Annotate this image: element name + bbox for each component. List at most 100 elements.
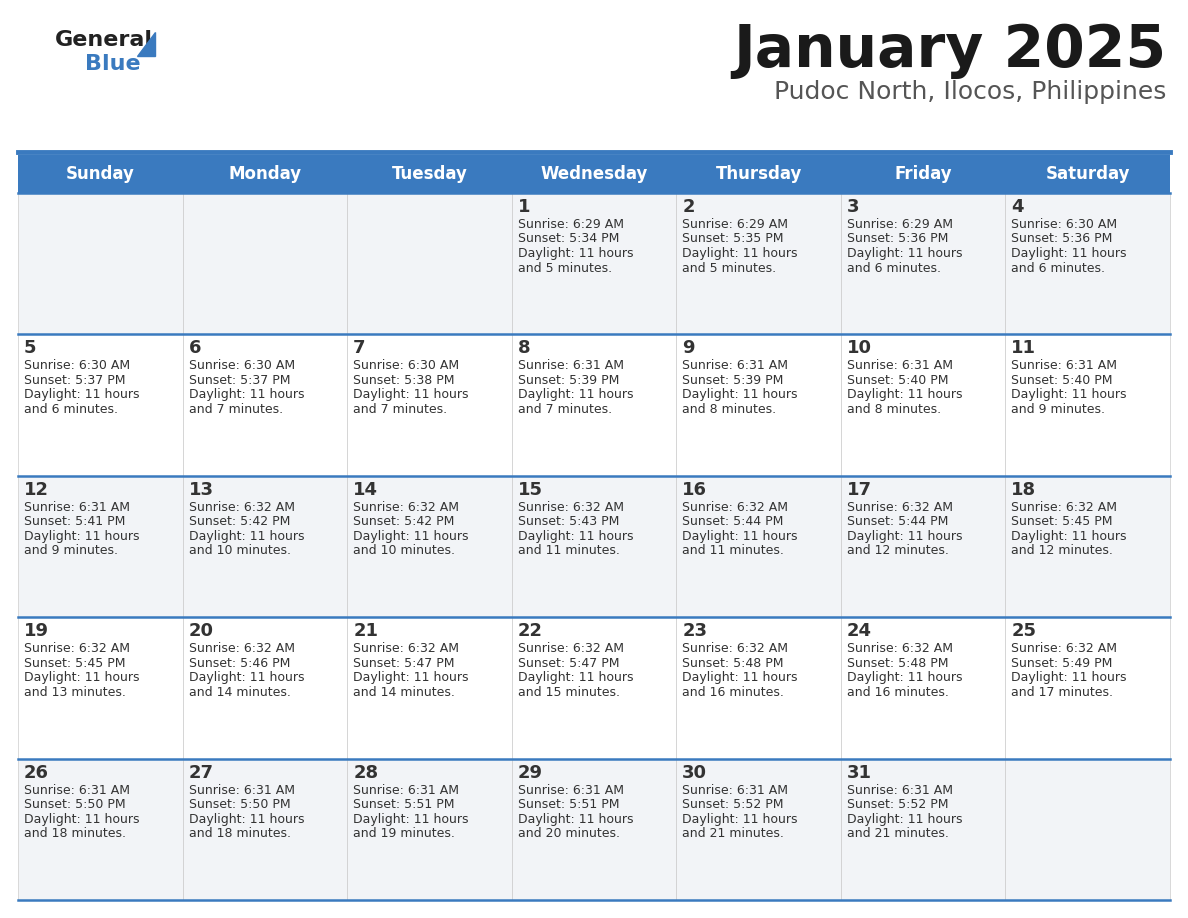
Bar [183, 193, 347, 334]
Text: Blue: Blue [86, 54, 140, 74]
Text: 21: 21 [353, 622, 378, 640]
Text: Sunrise: 6:32 AM: Sunrise: 6:32 AM [518, 501, 624, 514]
Text: 24: 24 [847, 622, 872, 640]
Text: Daylight: 11 hours: Daylight: 11 hours [353, 812, 468, 825]
Text: and 5 minutes.: and 5 minutes. [682, 262, 777, 274]
Text: Pudoc North, Ilocos, Philippines: Pudoc North, Ilocos, Philippines [773, 80, 1165, 104]
Bar [512, 758, 676, 900]
Text: 17: 17 [847, 481, 872, 498]
Text: Sunset: 5:44 PM: Sunset: 5:44 PM [682, 515, 784, 528]
Text: Sunrise: 6:29 AM: Sunrise: 6:29 AM [682, 218, 789, 231]
Text: Daylight: 11 hours: Daylight: 11 hours [847, 247, 962, 260]
Text: Sunrise: 6:31 AM: Sunrise: 6:31 AM [353, 784, 459, 797]
Text: and 8 minutes.: and 8 minutes. [847, 403, 941, 416]
Bar [183, 334, 347, 476]
Text: Daylight: 11 hours: Daylight: 11 hours [189, 812, 304, 825]
Text: Sunrise: 6:31 AM: Sunrise: 6:31 AM [682, 360, 789, 373]
Text: Sunrise: 6:32 AM: Sunrise: 6:32 AM [518, 643, 624, 655]
Text: Wednesday: Wednesday [541, 165, 647, 183]
Text: Daylight: 11 hours: Daylight: 11 hours [682, 530, 798, 543]
Bar [676, 476, 841, 617]
Text: and 7 minutes.: and 7 minutes. [353, 403, 447, 416]
Text: Daylight: 11 hours: Daylight: 11 hours [189, 530, 304, 543]
Text: Sunset: 5:52 PM: Sunset: 5:52 PM [682, 798, 784, 812]
Text: Daylight: 11 hours: Daylight: 11 hours [682, 388, 798, 401]
Bar [18, 476, 183, 617]
Text: Sunrise: 6:32 AM: Sunrise: 6:32 AM [1011, 501, 1118, 514]
Bar [18, 334, 183, 476]
Text: Sunrise: 6:32 AM: Sunrise: 6:32 AM [189, 501, 295, 514]
Text: and 10 minutes.: and 10 minutes. [189, 544, 291, 557]
Text: Sunrise: 6:30 AM: Sunrise: 6:30 AM [189, 360, 295, 373]
Bar [183, 155, 347, 193]
Bar [841, 155, 1005, 193]
Text: Sunrise: 6:30 AM: Sunrise: 6:30 AM [1011, 218, 1118, 231]
Text: Daylight: 11 hours: Daylight: 11 hours [353, 388, 468, 401]
Text: Daylight: 11 hours: Daylight: 11 hours [682, 812, 798, 825]
Text: Sunday: Sunday [65, 165, 134, 183]
Bar [183, 617, 347, 758]
Text: Sunset: 5:45 PM: Sunset: 5:45 PM [24, 656, 126, 670]
Bar [183, 476, 347, 617]
Text: 13: 13 [189, 481, 214, 498]
Text: Sunset: 5:40 PM: Sunset: 5:40 PM [1011, 374, 1113, 386]
Text: Sunrise: 6:31 AM: Sunrise: 6:31 AM [24, 784, 129, 797]
Bar [512, 155, 676, 193]
Bar [1005, 334, 1170, 476]
Text: Daylight: 11 hours: Daylight: 11 hours [24, 388, 139, 401]
Bar [347, 758, 512, 900]
Bar [676, 193, 841, 334]
Text: Daylight: 11 hours: Daylight: 11 hours [1011, 671, 1127, 684]
Text: Daylight: 11 hours: Daylight: 11 hours [682, 671, 798, 684]
Text: Sunrise: 6:30 AM: Sunrise: 6:30 AM [24, 360, 131, 373]
Text: Daylight: 11 hours: Daylight: 11 hours [518, 812, 633, 825]
Bar [1005, 193, 1170, 334]
Bar [347, 193, 512, 334]
Text: Sunset: 5:37 PM: Sunset: 5:37 PM [189, 374, 290, 386]
Text: and 15 minutes.: and 15 minutes. [518, 686, 620, 699]
Polygon shape [137, 32, 154, 56]
Text: Thursday: Thursday [715, 165, 802, 183]
Bar [512, 617, 676, 758]
Text: and 11 minutes.: and 11 minutes. [518, 544, 620, 557]
Text: 25: 25 [1011, 622, 1036, 640]
Text: and 6 minutes.: and 6 minutes. [847, 262, 941, 274]
Bar [18, 193, 183, 334]
Bar [183, 758, 347, 900]
Text: Daylight: 11 hours: Daylight: 11 hours [518, 247, 633, 260]
Text: 5: 5 [24, 340, 37, 357]
Bar [841, 193, 1005, 334]
Text: 12: 12 [24, 481, 49, 498]
Bar [347, 334, 512, 476]
Text: Daylight: 11 hours: Daylight: 11 hours [353, 671, 468, 684]
Text: Daylight: 11 hours: Daylight: 11 hours [189, 671, 304, 684]
Text: 23: 23 [682, 622, 707, 640]
Text: Sunset: 5:38 PM: Sunset: 5:38 PM [353, 374, 455, 386]
Text: Daylight: 11 hours: Daylight: 11 hours [847, 812, 962, 825]
Text: Sunset: 5:52 PM: Sunset: 5:52 PM [847, 798, 948, 812]
Bar [676, 334, 841, 476]
Text: Sunset: 5:44 PM: Sunset: 5:44 PM [847, 515, 948, 528]
Text: 19: 19 [24, 622, 49, 640]
Text: and 21 minutes.: and 21 minutes. [682, 827, 784, 840]
Text: Sunset: 5:40 PM: Sunset: 5:40 PM [847, 374, 948, 386]
Text: 15: 15 [518, 481, 543, 498]
Bar [1005, 758, 1170, 900]
Bar [512, 476, 676, 617]
Bar [18, 617, 183, 758]
Bar [676, 758, 841, 900]
Text: and 5 minutes.: and 5 minutes. [518, 262, 612, 274]
Text: Sunset: 5:41 PM: Sunset: 5:41 PM [24, 515, 126, 528]
Text: Daylight: 11 hours: Daylight: 11 hours [24, 671, 139, 684]
Text: 27: 27 [189, 764, 214, 781]
Bar [1005, 476, 1170, 617]
Text: Sunset: 5:39 PM: Sunset: 5:39 PM [682, 374, 784, 386]
Text: Sunset: 5:48 PM: Sunset: 5:48 PM [682, 656, 784, 670]
Text: Sunset: 5:47 PM: Sunset: 5:47 PM [353, 656, 455, 670]
Text: Sunrise: 6:29 AM: Sunrise: 6:29 AM [847, 218, 953, 231]
Text: Sunset: 5:34 PM: Sunset: 5:34 PM [518, 232, 619, 245]
Text: 22: 22 [518, 622, 543, 640]
Text: Sunrise: 6:32 AM: Sunrise: 6:32 AM [24, 643, 129, 655]
Bar [841, 758, 1005, 900]
Text: 30: 30 [682, 764, 707, 781]
